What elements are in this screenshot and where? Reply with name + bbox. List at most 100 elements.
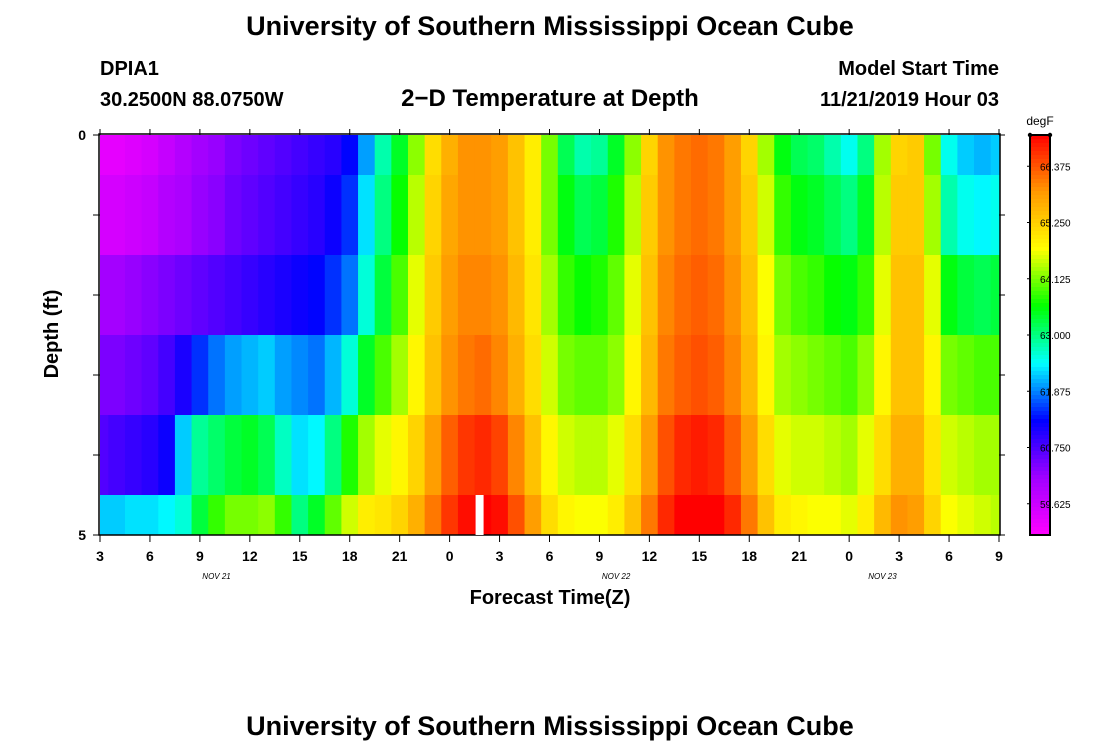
heatmap-cell [407, 335, 426, 416]
heatmap-cell [757, 335, 775, 416]
colorbar-segment [1030, 527, 1050, 532]
heatmap-cell [374, 415, 392, 496]
heatmap-cell [990, 255, 1000, 336]
heatmap-cell [274, 415, 293, 496]
heatmap-cell [141, 255, 159, 336]
heatmap-cell [208, 255, 226, 336]
colorbar-segment [1030, 211, 1050, 216]
heatmap-cell [940, 175, 958, 256]
colorbar-tick-label: 61.875 [1040, 387, 1071, 398]
heatmap-cell [174, 495, 193, 536]
heatmap-cell [641, 255, 659, 336]
footer-title: University of Southern Mississippi Ocean… [246, 711, 854, 741]
colorbar-segment [1030, 331, 1050, 336]
heatmap-cell [457, 495, 476, 536]
heatmap-cell [241, 255, 259, 336]
heatmap-cell [990, 335, 1000, 416]
heatmap-cell [824, 135, 842, 176]
heatmap-cell [641, 415, 659, 496]
heatmap-cell [591, 415, 609, 496]
heatmap-cell [241, 135, 259, 176]
heatmap-cell [424, 255, 442, 336]
heatmap-cell [491, 335, 509, 416]
heatmap-cell [624, 175, 642, 256]
heatmap-cell [274, 175, 293, 256]
colorbar-segment [1030, 175, 1050, 180]
heatmap-cell [100, 495, 109, 536]
colorbar-segment [1030, 451, 1050, 456]
x-tick-label: 9 [596, 548, 604, 564]
colorbar-segment [1030, 479, 1050, 484]
heatmap-cell [674, 335, 692, 416]
heatmap-cell [674, 255, 692, 336]
heatmap-cell [890, 335, 909, 416]
heatmap-cell [890, 495, 909, 536]
colorbar-segment [1030, 491, 1050, 496]
colorbar-segment [1030, 303, 1050, 308]
heatmap-cell [957, 415, 975, 496]
heatmap-cell [524, 255, 542, 336]
heatmap-cell [258, 255, 276, 336]
heatmap-cell [541, 495, 559, 536]
colorbar-segment [1030, 251, 1050, 256]
colorbar-segment [1030, 191, 1050, 196]
heatmap-cell [258, 415, 276, 496]
heatmap-cell [890, 415, 909, 496]
heatmap-cell [174, 335, 193, 416]
heatmap-cell [957, 175, 975, 256]
heatmap-cell [241, 415, 259, 496]
heatmap-cell [191, 255, 209, 336]
heatmap-cell [308, 135, 326, 176]
heatmap-cell [258, 175, 276, 256]
heatmap-cell [874, 175, 892, 256]
heatmap-cell [557, 415, 576, 496]
colorbar-segment [1030, 443, 1050, 448]
heatmap-cell [474, 255, 492, 336]
heatmap-cell [224, 495, 243, 536]
heatmap-cell [907, 135, 925, 176]
colorbar-segment [1030, 167, 1050, 172]
heatmap-cell [274, 335, 293, 416]
heatmap-cell [374, 175, 392, 256]
heatmap-cell [324, 135, 342, 176]
heatmap-cell [158, 175, 176, 256]
heatmap-cell [441, 255, 459, 336]
colorbar-segment [1030, 299, 1050, 304]
heatmap-cell [674, 495, 692, 536]
heatmap-cell [291, 255, 309, 336]
heatmap-cell [100, 335, 109, 416]
heatmap-cell [158, 255, 176, 336]
heatmap-cell [174, 415, 193, 496]
y-axis-label: Depth (ft) [41, 290, 63, 379]
heatmap-cell [757, 415, 775, 496]
heatmap-cell [840, 135, 859, 176]
heatmap-cell [224, 335, 243, 416]
heatmap-cell [100, 255, 109, 336]
heatmap-cell [857, 255, 875, 336]
heatmap-cell [308, 335, 326, 416]
colorbar-segment [1030, 235, 1050, 240]
colorbar-segment [1030, 279, 1050, 284]
heatmap-cell [441, 175, 459, 256]
colorbar-unit: degF [1026, 114, 1053, 128]
colorbar-segment [1030, 143, 1050, 148]
heatmap-cell [657, 255, 675, 336]
heatmap-cell [790, 135, 809, 176]
date-label: NOV 22 [602, 572, 631, 581]
colorbar-segment [1030, 379, 1050, 384]
colorbar-segment [1030, 339, 1050, 344]
heatmap-cell [624, 335, 642, 416]
heatmap-cell [657, 415, 675, 496]
colorbar-segment [1030, 247, 1050, 252]
heatmap-cell [124, 495, 143, 536]
heatmap-cell [641, 175, 659, 256]
colorbar-segment [1030, 515, 1050, 520]
heatmap-cell [557, 495, 576, 536]
heatmap-cell [158, 495, 176, 536]
heatmap-cell [391, 135, 409, 176]
heatmap-cell [674, 175, 692, 256]
heatmap-cell [974, 135, 992, 176]
colorbar-segment [1030, 343, 1050, 348]
heatmap-cell [890, 135, 909, 176]
colorbar-segment [1030, 427, 1050, 432]
